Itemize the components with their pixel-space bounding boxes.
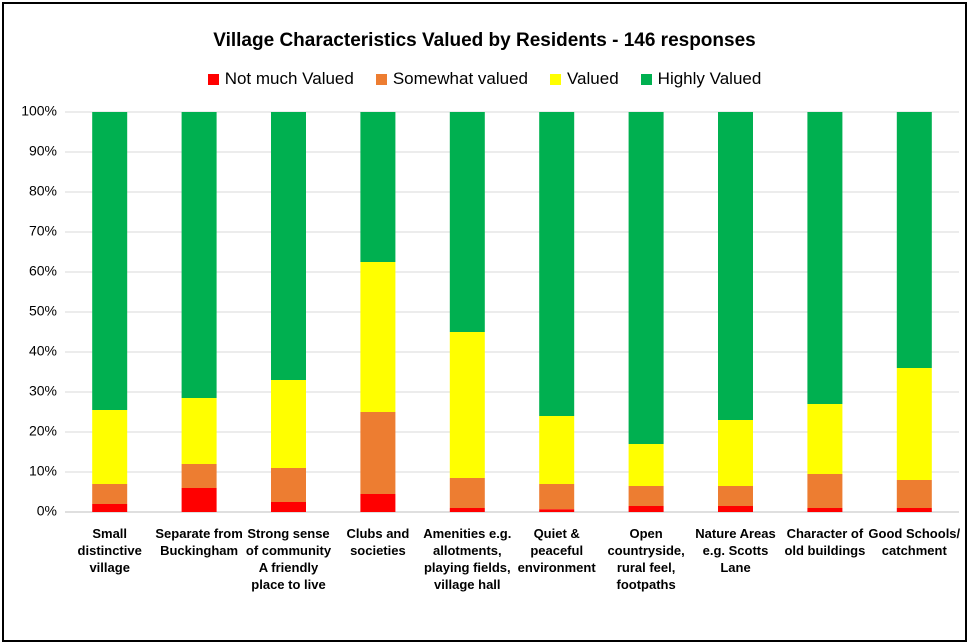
- x-tick-label: Good Schools/ catchment: [868, 526, 961, 558]
- legend: Not much Valued Somewhat valued Valued High…: [4, 69, 965, 89]
- bar-segment: [360, 112, 396, 262]
- legend-label: Somewhat valued: [392, 69, 528, 88]
- x-tick-label: Amenities e.g. allotments, playing field…: [423, 526, 512, 592]
- bar-segment: [896, 508, 932, 512]
- legend-swatch: [375, 73, 387, 85]
- bar-segment: [181, 398, 217, 464]
- bar-segment: [718, 486, 753, 506]
- legend-swatch: [549, 73, 561, 85]
- bar-segment: [807, 508, 843, 512]
- bar-segment: [539, 416, 575, 484]
- y-tick-label: 10%: [29, 463, 57, 479]
- bar-segment: [360, 412, 396, 494]
- y-tick-label: 30%: [29, 383, 57, 399]
- y-tick-label: 80%: [29, 183, 57, 199]
- bar-segment: [896, 480, 932, 508]
- x-tick-label: Nature Areas e.g. Scotts Lane: [695, 526, 776, 575]
- legend-swatch: [640, 73, 652, 85]
- bar-segment: [181, 112, 217, 398]
- bar-segment: [360, 494, 396, 512]
- bar-segment: [807, 404, 843, 474]
- y-tick-label: 0%: [37, 503, 57, 519]
- bar-segment: [718, 420, 753, 486]
- bar-segment: [807, 112, 843, 404]
- bar-segment: [896, 368, 932, 480]
- bar-segment: [360, 262, 396, 412]
- bar-segment: [449, 508, 485, 512]
- legend-item: Not much Valued: [207, 69, 354, 89]
- x-tick-label: Separate from Buckingham: [155, 526, 243, 558]
- bar-segment: [449, 112, 485, 332]
- legend-item: Somewhat valued: [375, 69, 528, 89]
- bar-segment: [539, 112, 575, 416]
- legend-label: Valued: [566, 69, 619, 88]
- bar-segment: [92, 410, 128, 484]
- chart: 0% 10% 20% 30% 40% 50% 60% 70% 80% 90% 100%: [21, 103, 959, 519]
- bar-segment: [449, 332, 485, 478]
- bar-segment: [539, 484, 575, 510]
- legend-label: Not much Valued: [224, 69, 354, 88]
- bar-segment: [449, 478, 485, 508]
- bar-segment: [628, 486, 664, 506]
- y-tick-label: 90%: [29, 143, 57, 159]
- bar-segment: [628, 506, 664, 512]
- bar-segment: [271, 112, 306, 380]
- y-tick-label: 50%: [29, 303, 57, 319]
- bar-segment: [92, 484, 128, 504]
- y-tick-label: 60%: [29, 263, 57, 279]
- legend-item: Valued: [549, 69, 619, 89]
- x-tick-label: Open countryside, rural feel, footpaths: [607, 526, 685, 592]
- x-tick-label: Quiet & peaceful environment: [517, 526, 596, 575]
- chart-title: Village Characteristics Valued by Reside…: [213, 30, 756, 51]
- y-tick-label: 40%: [29, 343, 57, 359]
- x-tick-label: Character of old buildings: [784, 526, 866, 558]
- bar-segment: [92, 504, 128, 512]
- legend-label: Highly Valued: [657, 69, 762, 88]
- bar-segment: [718, 112, 753, 420]
- bar-segment: [271, 502, 306, 512]
- legend-swatch: [207, 73, 219, 85]
- bar-segment: [181, 488, 217, 512]
- bar-segment: [628, 444, 664, 486]
- y-tick-label: 70%: [29, 223, 57, 239]
- bar-segment: [271, 380, 306, 468]
- y-tick-label: 100%: [21, 103, 57, 119]
- bar-segment: [539, 509, 575, 512]
- bar-segment: [807, 474, 843, 508]
- bar-segment: [92, 112, 128, 410]
- x-tick-label: Small distinctive village: [77, 526, 142, 575]
- x-tick-label: Strong sense of community A friendly pla…: [245, 526, 332, 592]
- bar-segment: [181, 464, 217, 488]
- legend-item: Highly Valued: [640, 69, 762, 89]
- y-tick-label: 20%: [29, 423, 57, 439]
- bar-segment: [628, 112, 664, 444]
- bar-segment: [271, 468, 306, 502]
- x-tick-label: Clubs and societies: [346, 526, 410, 558]
- bar-segment: [718, 506, 753, 512]
- bar-segment: [896, 112, 932, 368]
